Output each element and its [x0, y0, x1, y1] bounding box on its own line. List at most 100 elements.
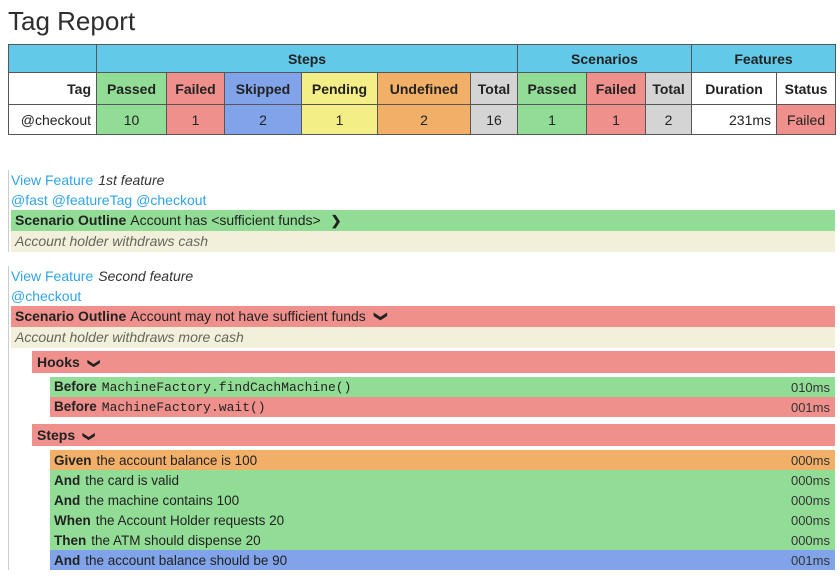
- col-header-tag: Tag: [8, 72, 97, 105]
- step-duration: 000ms: [790, 472, 830, 488]
- tag-summary-table: Steps Scenarios Features Tag Passed Failed Ski…: [8, 44, 837, 135]
- step-keyword: Before: [54, 379, 97, 394]
- cell-tag: @checkout: [8, 104, 97, 135]
- step-body: the Account Holder requests 20: [95, 512, 285, 528]
- group-header-row: Steps Scenarios Features: [8, 44, 837, 73]
- cell-failed: 1: [586, 104, 646, 135]
- scenario-description: Account holder withdraws cash: [11, 231, 835, 252]
- feature-name: 1st feature: [98, 172, 165, 188]
- col-header-pending: Pending: [301, 72, 378, 105]
- scenario-title: Account has <sufficient funds>: [130, 212, 321, 228]
- view-feature-link[interactable]: View Feature: [11, 172, 94, 188]
- step-body: MachineFactory.wait(): [101, 400, 266, 415]
- view-feature-link[interactable]: View Feature: [11, 268, 94, 284]
- feature-title-line: View Feature 1st feature: [11, 170, 835, 190]
- scenario-bar[interactable]: Scenario Outline Account has <sufficient …: [11, 210, 835, 231]
- step-text: And the machine contains 100: [54, 493, 239, 508]
- chevron-right-icon: ❯: [330, 213, 342, 228]
- step-duration: 010ms: [790, 379, 830, 395]
- col-header-total: Total: [644, 72, 693, 105]
- step-duration: 000ms: [790, 512, 830, 528]
- cell-status: Failed: [776, 104, 837, 135]
- feature-block: View Feature Second feature @checkout Scena…: [8, 266, 835, 570]
- section-header-hooks[interactable]: Hooks ❯: [32, 351, 835, 373]
- step-row: Then the ATM should dispense 20 000ms: [50, 530, 835, 550]
- cell-duration: 231ms: [691, 104, 778, 135]
- col-header-failed: Failed: [586, 72, 646, 105]
- section-label: Steps: [37, 427, 76, 443]
- step-row: When the Account Holder requests 20 000ms: [50, 510, 835, 530]
- col-header-skipped: Skipped: [224, 72, 302, 105]
- step-text: When the Account Holder requests 20: [54, 513, 284, 528]
- cell-total: 16: [470, 104, 518, 135]
- feature-name: Second feature: [98, 268, 194, 284]
- chevron-down-icon: ❯: [87, 358, 102, 369]
- section-rows: Given the account balance is 100 000ms And t…: [50, 450, 835, 570]
- table-head: Steps Scenarios Features Tag Passed Failed Ski…: [8, 44, 837, 105]
- col-header-passed: Passed: [96, 72, 167, 105]
- table-body: @checkout 10 1 2 1 2 16 1 1 2 231ms Failed: [8, 104, 837, 135]
- chevron-down-icon: ❯: [82, 431, 97, 442]
- step-row: And the account balance should be 90 001ms: [50, 550, 835, 570]
- step-keyword: When: [54, 512, 91, 528]
- col-header-status: Status: [776, 72, 837, 105]
- step-row: Before MachineFactory.findCachMachine() 01…: [50, 377, 835, 397]
- step-row: Given the account balance is 100 000ms: [50, 450, 835, 470]
- section-label: Hooks: [37, 354, 80, 370]
- step-row: And the card is valid 000ms: [50, 470, 835, 490]
- scenario-keyword: Scenario Outline: [15, 308, 127, 324]
- step-duration: 000ms: [790, 532, 830, 548]
- step-text: Before MachineFactory.wait(): [54, 399, 266, 415]
- col-header-total: Total: [470, 72, 518, 105]
- scenario-keyword: Scenario Outline: [15, 212, 127, 228]
- step-row: Before MachineFactory.wait() 001ms: [50, 397, 835, 417]
- group-header-blank: [8, 44, 97, 73]
- step-text: Then the ATM should dispense 20: [54, 533, 261, 548]
- cell-skipped: 2: [224, 104, 302, 135]
- section-rows: Before MachineFactory.findCachMachine() 01…: [50, 377, 835, 417]
- step-keyword: And: [54, 552, 81, 568]
- section-header-steps[interactable]: Steps ❯: [32, 424, 835, 446]
- cell-pending: 1: [301, 104, 378, 135]
- step-row: And the machine contains 100 000ms: [50, 490, 835, 510]
- col-header-duration: Duration: [691, 72, 778, 105]
- step-keyword: And: [54, 492, 81, 508]
- step-body: the account balance should be 90: [85, 552, 288, 568]
- step-keyword: Given: [54, 452, 92, 468]
- feature-tags-line: @fast @featureTag @checkout: [11, 190, 835, 210]
- step-body: the ATM should dispense 20: [91, 532, 261, 548]
- table-row: @checkout 10 1 2 1 2 16 1 1 2 231ms Failed: [8, 104, 837, 135]
- col-header-failed: Failed: [166, 72, 225, 105]
- step-duration: 001ms: [790, 399, 830, 415]
- feature-tags-line: @checkout: [11, 286, 835, 306]
- cell-failed: 1: [166, 104, 225, 135]
- tag-link[interactable]: @featureTag: [51, 192, 133, 208]
- tag-link[interactable]: @checkout: [136, 192, 207, 208]
- feature-list: View Feature 1st feature @fast @featureTag @…: [8, 170, 835, 570]
- scenario-title: Account may not have sufficient funds: [130, 308, 366, 324]
- step-duration: 000ms: [790, 452, 830, 468]
- cell-passed: 1: [517, 104, 587, 135]
- group-header-features: Features: [691, 44, 837, 73]
- step-duration: 001ms: [790, 552, 830, 568]
- feature-block: View Feature 1st feature @fast @featureTag @…: [8, 170, 835, 252]
- col-header-undefined: Undefined: [377, 72, 471, 105]
- step-body: the account balance is 100: [96, 452, 258, 468]
- step-keyword: And: [54, 472, 81, 488]
- tag-link[interactable]: @checkout: [11, 288, 82, 304]
- step-keyword: Before: [54, 399, 97, 414]
- group-header-scenarios: Scenarios: [516, 44, 693, 73]
- scenario-description: Account holder withdraws more cash: [11, 327, 835, 348]
- step-text: And the card is valid: [54, 473, 179, 488]
- step-body: MachineFactory.findCachMachine(): [101, 380, 352, 395]
- tag-link[interactable]: @fast: [11, 192, 48, 208]
- step-duration: 000ms: [790, 492, 830, 508]
- feature-title-line: View Feature Second feature: [11, 266, 835, 286]
- scenario-bar[interactable]: Scenario Outline Account may not have suf…: [11, 306, 835, 327]
- cell-undefined: 2: [377, 104, 471, 135]
- step-body: the card is valid: [85, 472, 180, 488]
- step-keyword: Then: [54, 532, 87, 548]
- group-header-steps: Steps: [96, 44, 518, 73]
- page-title: Tag Report: [8, 6, 136, 36]
- section-steps: Steps ❯ Given the account balance is 100 000…: [32, 424, 835, 570]
